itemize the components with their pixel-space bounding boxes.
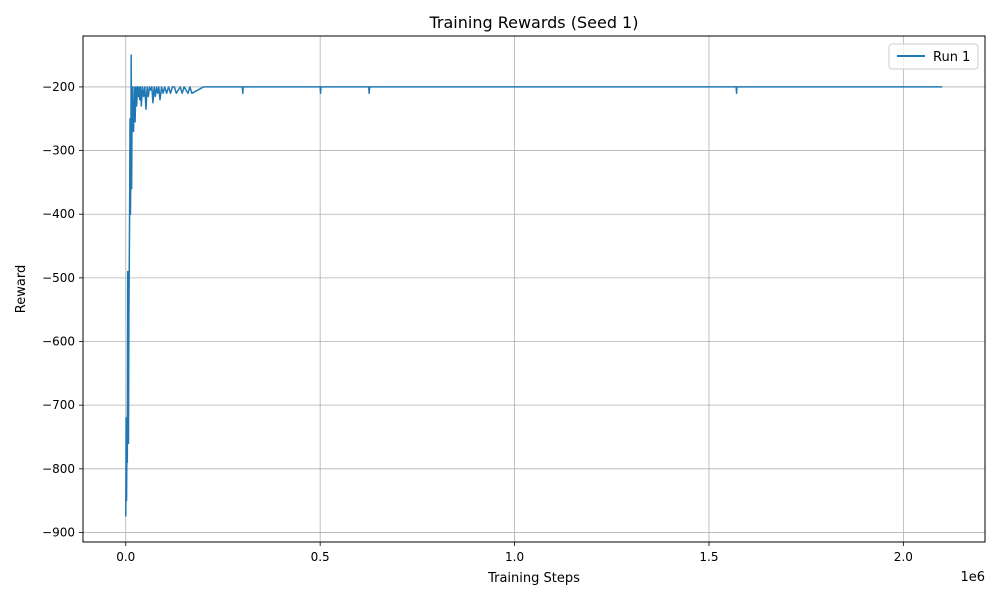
y-tick-label: −600	[42, 335, 75, 349]
series-lines	[125, 54, 943, 517]
series-line-1	[125, 54, 943, 517]
x-axis-ticks: 0.0 0.5 1.0 1.5 2.0	[116, 542, 913, 564]
y-tick-label: −900	[42, 525, 75, 539]
y-tick-label: −800	[42, 462, 75, 476]
x-tick-label: 1.0	[505, 550, 524, 564]
x-axis-label: Training Steps	[487, 571, 580, 586]
y-tick-label: −400	[42, 207, 75, 221]
x-tick-label: 0.5	[311, 550, 330, 564]
x-axis-multiplier: 1e6	[960, 570, 985, 585]
grid-lines	[83, 36, 985, 542]
y-axis-ticks: −900 −800 −700 −600 −500 −400 −300 −200	[42, 80, 83, 539]
legend-label-run-1: Run 1	[933, 50, 970, 65]
chart-title: Training Rewards (Seed 1)	[429, 13, 639, 32]
y-tick-label: −700	[42, 398, 75, 412]
x-tick-label: 2.0	[894, 550, 913, 564]
y-tick-label: −200	[42, 80, 75, 94]
legend: Run 1	[888, 43, 979, 70]
y-axis-label: Reward	[14, 265, 29, 313]
x-tick-label: 0.0	[116, 550, 135, 564]
legend-box	[888, 43, 979, 70]
y-tick-label: −300	[42, 144, 75, 158]
x-tick-label: 1.5	[699, 550, 718, 564]
plot-frame	[82, 35, 986, 543]
y-tick-label: −500	[42, 271, 75, 285]
